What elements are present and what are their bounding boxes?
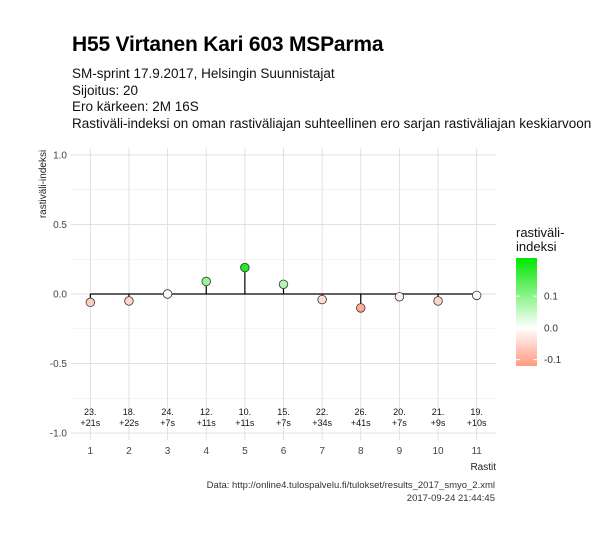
point-8 — [356, 303, 366, 313]
annotation-rank-7: 22. — [316, 407, 329, 417]
annotation-diff-6: +7s — [276, 418, 291, 428]
x-tick-label: 9 — [397, 446, 403, 457]
annotation-diff-10: +9s — [431, 418, 446, 428]
annotation-rank-4: 12. — [200, 407, 213, 417]
annotation-rank-11: 19. — [470, 407, 483, 417]
chart-title: H55 Virtanen Kari 603 MSParma — [72, 33, 384, 56]
x-axis-title: Rastit — [470, 462, 496, 473]
x-tick-label: 10 — [432, 446, 444, 457]
annotation-rank-1: 23. — [84, 407, 97, 417]
annotation-diff-5: +11s — [235, 418, 255, 428]
chart-subtitle: SM-sprint 17.9.2017, Helsingin Suunnista… — [72, 66, 591, 132]
annotation-rank-3: 24. — [161, 407, 174, 417]
point-3 — [162, 289, 173, 299]
y-tick-label: 1.0 — [53, 150, 67, 161]
annotation-rank-10: 21. — [432, 407, 445, 417]
y-tick-label: 0.0 — [53, 290, 67, 301]
caption-source: Data: http://online4.tulospalvelu.fi/tul… — [206, 480, 495, 491]
legend-colorbar — [516, 258, 537, 366]
x-tick-label: 3 — [165, 446, 171, 457]
annotation-diff-3: +7s — [160, 418, 175, 428]
x-tick-label: 7 — [319, 446, 325, 457]
x-tick-label: 11 — [471, 446, 482, 457]
y-tick-label: 0.5 — [53, 220, 67, 231]
legend-title-line-2: indeksi — [516, 239, 557, 254]
annotation-diff-1: +21s — [80, 418, 100, 428]
y-axis-labels: 1.0 0.5 0.0 -0.5 -1.0 — [50, 150, 68, 439]
annotation-rank-2: 18. — [123, 407, 136, 417]
point-10 — [433, 296, 443, 306]
point-6 — [278, 279, 289, 289]
annotation-rank-8: 26. — [355, 407, 368, 417]
point-9 — [394, 292, 405, 302]
point-5 — [240, 262, 250, 273]
subtitle-line-placement: Sijoitus: 20 — [72, 82, 139, 98]
x-tick-label: 1 — [88, 446, 94, 457]
annotation-rank-9: 20. — [393, 407, 406, 417]
point-11 — [471, 290, 482, 301]
x-axis-labels: 1 2 3 4 5 6 7 8 9 10 11 — [88, 446, 483, 457]
data-marks — [85, 262, 482, 313]
legend-tick-label: -0.1 — [544, 355, 562, 366]
point-1 — [85, 297, 96, 308]
x-tick-label: 2 — [126, 446, 132, 457]
annotation-diff-4: +11s — [197, 418, 217, 428]
point-7 — [317, 294, 327, 305]
x-tick-label: 8 — [358, 446, 364, 457]
chart-caption: Data: http://online4.tulospalvelu.fi/tul… — [207, 480, 495, 505]
legend-title-line-1: rastiväli- — [516, 225, 564, 240]
y-tick-label: -0.5 — [50, 359, 68, 370]
annotations: 23.+21s18.+22s24.+7s12.+11s10.+11s15.+7s… — [80, 407, 487, 428]
point-4 — [201, 276, 211, 287]
x-tick-label: 4 — [203, 446, 209, 457]
annotation-diff-2: +22s — [119, 418, 139, 428]
legend-tick-label: 0.0 — [544, 323, 558, 334]
x-tick-label: 5 — [242, 446, 248, 457]
legend: rastiväli- indeksi 0.1 0.0 -0.1 — [516, 225, 564, 366]
annotation-rank-5: 10. — [239, 407, 252, 417]
legend-ticks: 0.1 0.0 -0.1 — [516, 292, 562, 366]
annotation-diff-7: +34s — [312, 418, 332, 428]
annotation-diff-11: +10s — [467, 418, 487, 428]
subtitle-line-description: Rastiväli-indeksi on oman rastiväliajan … — [72, 115, 592, 131]
subtitle-line-gap: Ero kärkeen: 2M 16S — [72, 99, 199, 114]
annotation-diff-8: +41s — [351, 418, 371, 428]
annotation-diff-9: +7s — [392, 418, 407, 428]
subtitle-line-event: SM-sprint 17.9.2017, Helsingin Suunnista… — [72, 66, 335, 81]
legend-tick-label: 0.1 — [544, 292, 558, 303]
annotation-rank-6: 15. — [277, 407, 290, 417]
y-axis-title: rastiväli-indeksi — [38, 150, 49, 218]
caption-timestamp: 2017-09-24 21:44:45 — [406, 492, 495, 504]
point-2 — [124, 296, 134, 306]
x-tick-label: 6 — [281, 446, 287, 457]
y-tick-label: -1.0 — [50, 429, 68, 440]
